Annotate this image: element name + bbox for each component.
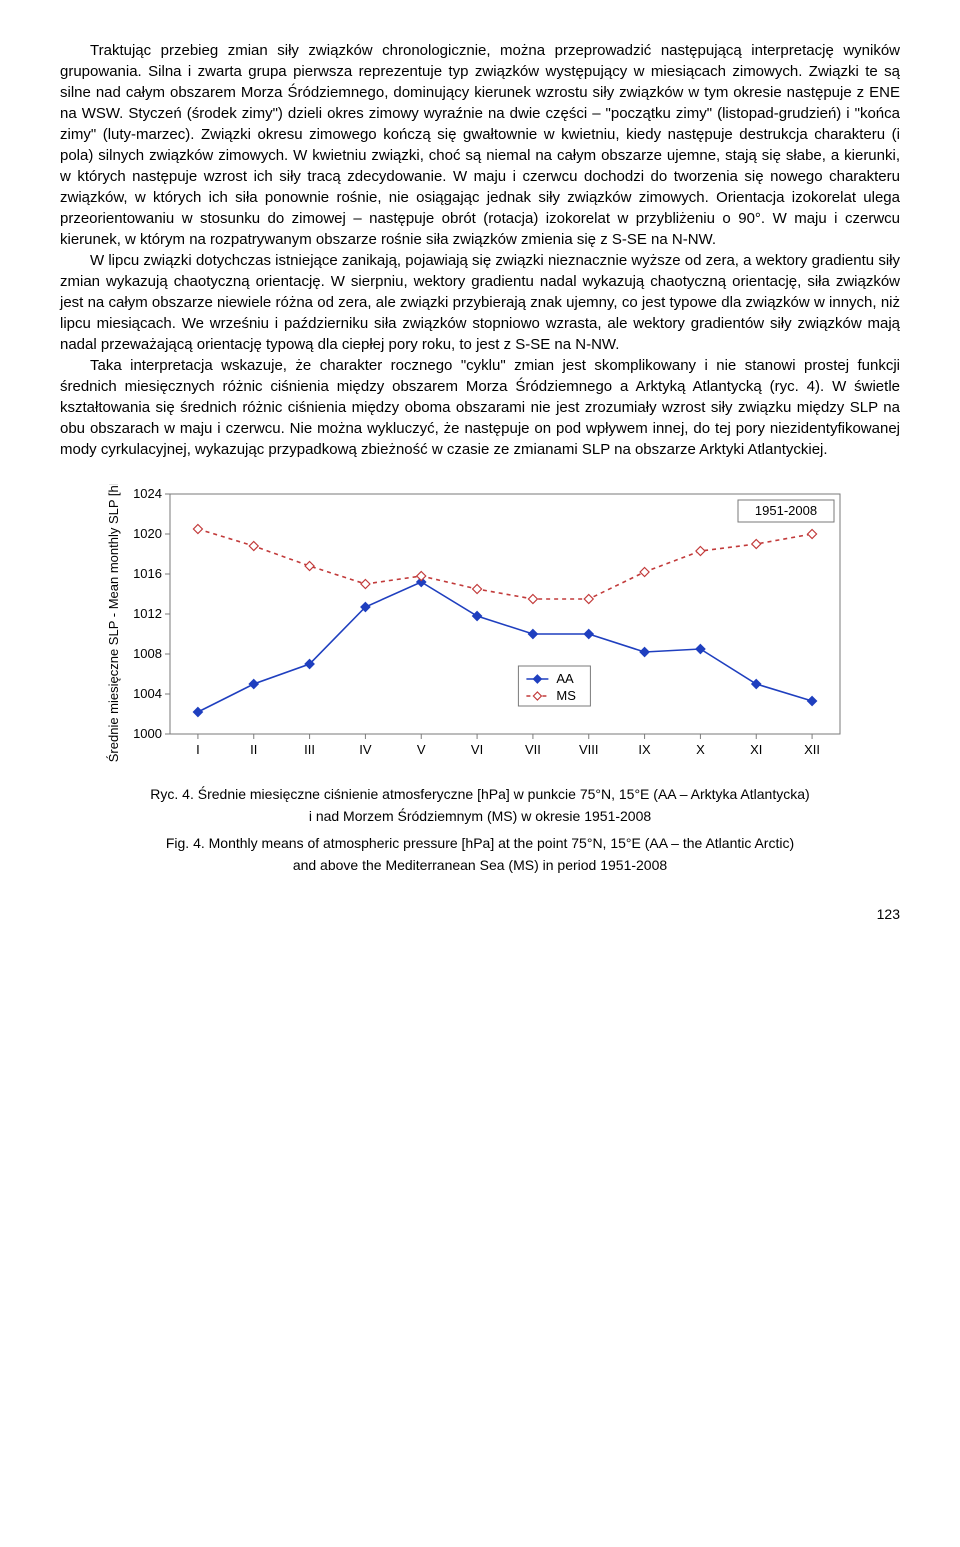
line-chart: 1000100410081012101610201024IIIIIIIVVVIV… bbox=[100, 484, 860, 774]
x-tick-label: IV bbox=[359, 742, 372, 757]
figure-caption-en-sub: and above the Mediterranean Sea (MS) in … bbox=[60, 855, 900, 875]
x-tick-label: VI bbox=[471, 742, 483, 757]
x-tick-label: XI bbox=[750, 742, 762, 757]
y-axis-label: Średnie miesięczne SLP - Mean monthly SL… bbox=[106, 484, 121, 762]
x-tick-label: IX bbox=[638, 742, 651, 757]
figure-4: 1000100410081012101610201024IIIIIIIVVVIV… bbox=[60, 484, 900, 875]
x-tick-label: II bbox=[250, 742, 257, 757]
y-tick-label: 1020 bbox=[133, 526, 162, 541]
x-tick-label: VII bbox=[525, 742, 541, 757]
y-tick-label: 1004 bbox=[133, 686, 162, 701]
figure-caption-pl: Ryc. 4. Średnie miesięczne ciśnienie atm… bbox=[60, 784, 900, 804]
figure-caption-en: Fig. 4. Monthly means of atmospheric pre… bbox=[60, 833, 900, 853]
x-tick-label: X bbox=[696, 742, 705, 757]
x-tick-label: V bbox=[417, 742, 426, 757]
y-tick-label: 1012 bbox=[133, 606, 162, 621]
y-tick-label: 1024 bbox=[133, 486, 162, 501]
y-tick-label: 1016 bbox=[133, 566, 162, 581]
x-tick-label: I bbox=[196, 742, 200, 757]
legend-series-label: AA bbox=[556, 671, 574, 686]
y-tick-label: 1000 bbox=[133, 726, 162, 741]
body-paragraph: W lipcu związki dotychczas istniejące za… bbox=[60, 250, 900, 355]
legend-series-label: MS bbox=[556, 688, 576, 703]
x-tick-label: VIII bbox=[579, 742, 599, 757]
x-tick-label: XII bbox=[804, 742, 820, 757]
body-paragraph: Traktując przebieg zmian siły związków c… bbox=[60, 40, 900, 250]
y-tick-label: 1008 bbox=[133, 646, 162, 661]
legend-period-label: 1951-2008 bbox=[755, 503, 817, 518]
page-number: 123 bbox=[60, 905, 900, 925]
x-tick-label: III bbox=[304, 742, 315, 757]
body-paragraph: Taka interpretacja wskazuje, że charakte… bbox=[60, 355, 900, 460]
figure-caption-pl-sub: i nad Morzem Śródziemnym (MS) w okresie … bbox=[60, 806, 900, 826]
